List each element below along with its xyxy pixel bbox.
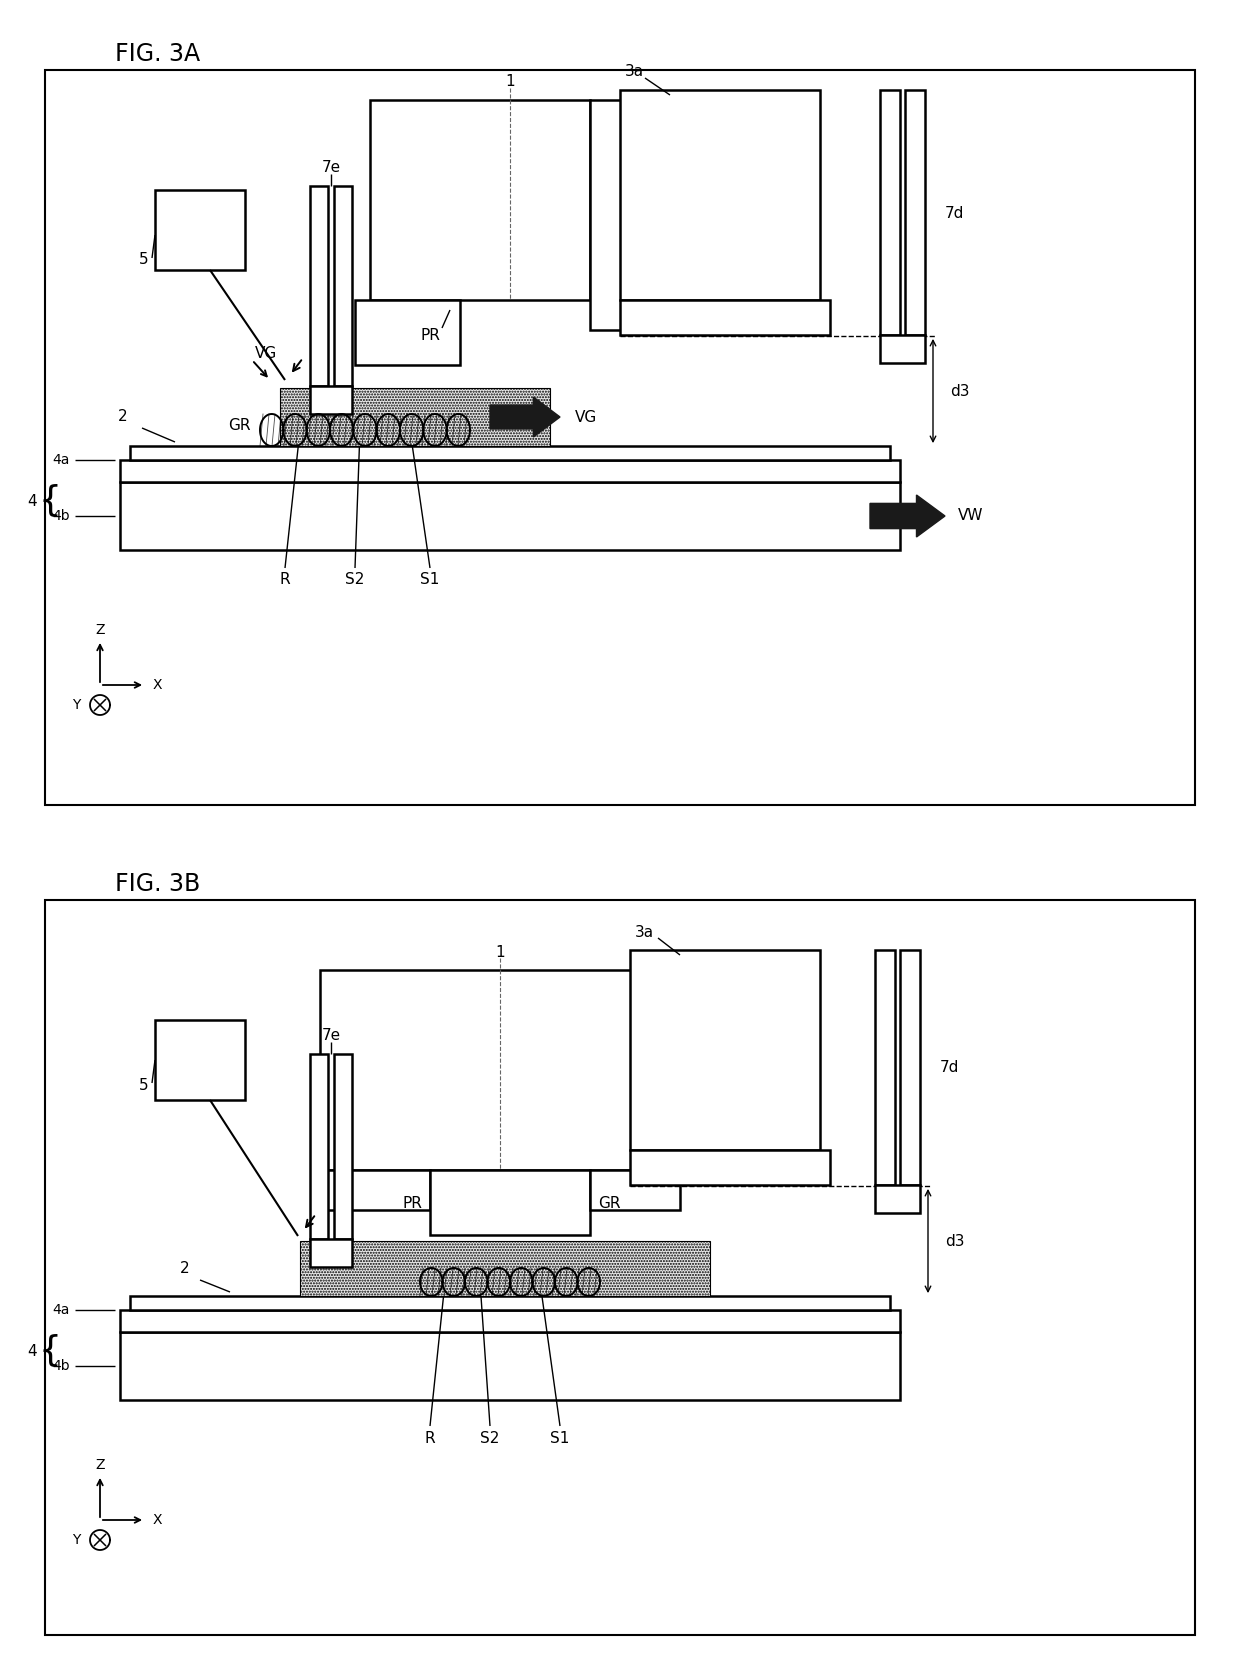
Bar — [905, 90, 925, 335]
Text: 5: 5 — [139, 1077, 148, 1092]
Bar — [280, 388, 551, 447]
Text: PR: PR — [402, 1195, 422, 1210]
Text: Z: Z — [95, 622, 104, 637]
Bar — [155, 189, 246, 271]
Text: Y: Y — [72, 1532, 81, 1547]
Bar — [875, 1185, 920, 1213]
Text: S1: S1 — [551, 1431, 569, 1446]
Text: PR: PR — [420, 327, 440, 342]
Bar — [120, 481, 900, 549]
Text: 7d: 7d — [945, 206, 965, 221]
Bar — [620, 300, 830, 335]
Text: 4: 4 — [27, 493, 37, 508]
Bar — [590, 100, 689, 330]
Bar — [880, 90, 900, 335]
Text: S1: S1 — [420, 573, 440, 588]
Bar — [334, 186, 352, 387]
Text: X: X — [153, 677, 161, 692]
Text: GR: GR — [598, 1195, 620, 1210]
Text: {: { — [38, 1335, 62, 1368]
Text: 4b: 4b — [52, 1360, 69, 1373]
Text: 7e: 7e — [321, 161, 341, 176]
Text: R: R — [424, 1431, 435, 1446]
Bar — [370, 100, 590, 300]
Text: 7e: 7e — [321, 1029, 341, 1044]
Text: d3: d3 — [950, 383, 970, 398]
Text: 4b: 4b — [52, 510, 69, 523]
Text: S2: S2 — [345, 573, 365, 588]
Bar — [880, 335, 925, 364]
Bar — [310, 1054, 329, 1238]
Text: 7d: 7d — [940, 1061, 960, 1076]
Text: VG: VG — [575, 410, 598, 425]
Text: 4a: 4a — [52, 1303, 69, 1316]
FancyArrow shape — [870, 495, 945, 536]
Text: Z: Z — [95, 1457, 104, 1472]
Text: S2: S2 — [480, 1431, 500, 1446]
Text: FIG. 3B: FIG. 3B — [115, 872, 200, 896]
Bar — [630, 950, 820, 1150]
Bar — [155, 1019, 246, 1101]
Bar — [45, 70, 1195, 805]
Text: 4a: 4a — [52, 453, 69, 466]
Bar — [320, 969, 680, 1170]
Bar — [630, 1150, 830, 1185]
Bar — [120, 460, 900, 481]
Text: 3a: 3a — [625, 65, 644, 80]
Bar — [320, 1170, 430, 1210]
Text: 3a: 3a — [635, 925, 655, 940]
Bar — [620, 90, 820, 300]
Text: 1: 1 — [495, 945, 505, 959]
Text: {: { — [38, 485, 62, 518]
Text: 1: 1 — [505, 75, 515, 90]
Bar — [875, 950, 895, 1185]
Bar — [130, 1296, 890, 1310]
Text: 5: 5 — [139, 252, 148, 267]
Bar — [310, 387, 352, 413]
Bar — [900, 950, 920, 1185]
Text: FIG. 3A: FIG. 3A — [115, 42, 200, 66]
Bar — [120, 1310, 900, 1331]
Text: GR: GR — [228, 418, 250, 433]
Bar — [590, 1170, 680, 1210]
Text: Y: Y — [72, 697, 81, 712]
Bar — [355, 300, 460, 365]
Bar — [310, 1238, 352, 1267]
FancyArrow shape — [490, 397, 560, 437]
Bar — [300, 1242, 711, 1296]
Text: R: R — [280, 573, 290, 588]
Text: X: X — [153, 1512, 161, 1527]
Text: VG: VG — [255, 345, 278, 360]
Bar — [430, 1170, 590, 1235]
Bar — [120, 1331, 900, 1399]
Text: VW: VW — [959, 508, 983, 523]
Text: 2: 2 — [180, 1262, 190, 1277]
Bar — [310, 186, 329, 387]
Bar — [334, 1054, 352, 1238]
Text: 2: 2 — [118, 408, 128, 423]
Text: d3: d3 — [945, 1233, 965, 1248]
Bar — [45, 900, 1195, 1635]
Text: 4: 4 — [27, 1343, 37, 1358]
Bar — [130, 447, 890, 460]
